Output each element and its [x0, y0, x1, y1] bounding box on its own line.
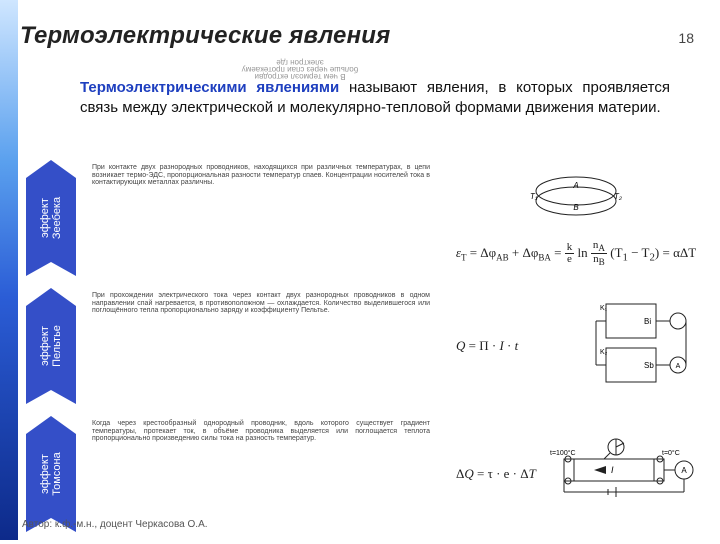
page-title: Термоэлектрические явления	[20, 22, 390, 50]
page-number: 18	[678, 30, 694, 46]
svg-text:t=100°C: t=100°C	[550, 449, 576, 457]
effect-tag-label: эффект Зеебека	[39, 197, 63, 239]
svg-text:A: A	[676, 363, 681, 370]
effect-row: эффект ПельтьеПри прохождении электричес…	[76, 288, 696, 404]
effect-formula: Q = П · I · t	[456, 338, 518, 354]
svg-text:B: B	[573, 203, 579, 212]
effect-formula: εT = ΔφAB + ΔφBA = ke ln nAnB (T1 − T2) …	[456, 240, 696, 268]
svg-text:Sb: Sb	[644, 361, 654, 370]
effect-formula: ΔQ = τ · e · ΔT	[456, 466, 536, 482]
author-footer: Автор: к.ф.-м.н., доцент Черкасова О.А.	[22, 519, 208, 530]
effect-row: эффект ЗеебекаПри контакте двух разнород…	[76, 160, 696, 276]
effect-diagram: K₁ Bi K₂ Sb A	[586, 296, 696, 397]
effect-tag: эффект Томсона	[26, 416, 76, 532]
effect-tag: эффект Пельтье	[26, 288, 76, 404]
effect-tag-label: эффект Томсона	[39, 452, 63, 495]
effect-figure: A B T₁ T₂ εT = ΔφAB + ΔφBA = ke ln nAnB (T1 …	[456, 160, 696, 276]
svg-text:T₂: T₂	[614, 192, 622, 201]
svg-text:K₂: K₂	[600, 349, 608, 356]
definition-paragraph: Термоэлектрическими явлениями называют я…	[80, 78, 670, 119]
svg-text:Bi: Bi	[644, 317, 651, 326]
svg-text:T₁: T₁	[530, 192, 538, 201]
effect-description: При прохождении электрического тока чере…	[86, 288, 436, 404]
effect-tag-label: эффект Пельтье	[39, 325, 63, 367]
svg-text:A: A	[681, 466, 687, 475]
effect-diagram: A B T₁ T₂	[530, 169, 622, 236]
effect-description: При контакте двух разнородных проводнико…	[86, 160, 436, 276]
definition-term: Термоэлектрическими явлениями	[80, 79, 339, 96]
gradient-sidebar	[0, 0, 18, 540]
svg-text:I: I	[611, 465, 614, 475]
effect-row: эффект ТомсонаКогда через крестообразный…	[76, 416, 696, 532]
effect-description: Когда через крестообразный однородный пр…	[86, 416, 436, 532]
effect-figure: ΔQ = τ · e · ΔT t=100°C t=0°C I A	[456, 416, 696, 532]
effect-figure: Q = П · I · t K₁ Bi K₂ Sb A	[456, 288, 696, 404]
effect-diagram: t=100°C t=0°C I A	[546, 437, 696, 512]
effect-tag: эффект Зеебека	[26, 160, 76, 276]
svg-text:K₁: K₁	[600, 305, 608, 312]
svg-text:t=0°C: t=0°C	[662, 449, 680, 457]
svg-text:A: A	[572, 181, 578, 190]
effects-list: эффект ЗеебекаПри контакте двух разнород…	[76, 160, 696, 544]
